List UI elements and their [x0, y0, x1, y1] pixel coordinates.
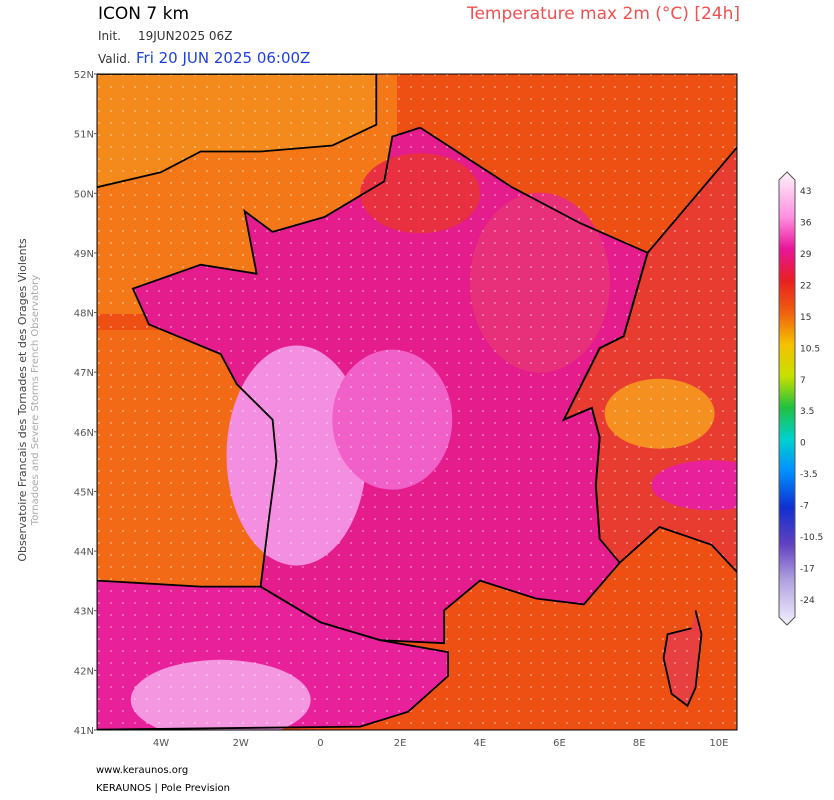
lat-label: 47N — [74, 368, 94, 379]
lon-label: 0 — [317, 738, 323, 749]
lon-label: 2W — [233, 738, 249, 749]
lon-label: 2E — [394, 738, 407, 749]
lat-label: 44N — [74, 547, 94, 558]
map-frame — [96, 73, 738, 731]
lon-label: 4W — [153, 738, 169, 749]
init-label: Init. — [98, 29, 121, 43]
colorbar-label: 36 — [800, 218, 812, 228]
lat-label: 50N — [74, 189, 94, 200]
colorbar-label: 29 — [800, 250, 812, 260]
lon-label: 8E — [633, 738, 646, 749]
init: 19JUN2025 06Z — [138, 29, 232, 43]
lat-label: 46N — [74, 428, 94, 439]
colorbar-label: -7 — [800, 502, 809, 512]
lat-label: 49N — [74, 249, 94, 260]
coastline — [662, 610, 703, 708]
valid: Fri 20 JUN 2025 06:00Z — [136, 49, 310, 67]
colorbar-label: -3.5 — [800, 470, 818, 480]
colorbar-label: -24 — [800, 596, 815, 606]
side-line1: Observatoire Francais des Tornades et de… — [16, 238, 29, 562]
colorbar-label: 7 — [800, 376, 806, 386]
footer-site: www.keraunos.org — [96, 765, 188, 776]
title: Temperature max 2m (°C) [24h] — [466, 4, 740, 24]
coastline — [561, 145, 737, 574]
lat-label: 52N — [74, 70, 94, 81]
colorbar-label: 22 — [800, 281, 811, 291]
colorbar-label: -10.5 — [800, 533, 823, 543]
colorbar-label: 3.5 — [800, 407, 814, 417]
lon-label: 10E — [709, 738, 728, 749]
colorbar — [778, 171, 796, 626]
lat-label: 45N — [74, 487, 94, 498]
colorbar-label: 15 — [800, 313, 811, 323]
side-line2: Tornadoes and Severe Storms French Obser… — [30, 275, 41, 526]
lon-label: 6E — [553, 738, 566, 749]
lon-label: 4E — [473, 738, 486, 749]
lat-label: 43N — [74, 607, 94, 618]
lat-label: 48N — [74, 309, 94, 320]
map — [97, 74, 737, 730]
colorbar-label: 43 — [800, 187, 811, 197]
coastline — [97, 74, 378, 189]
grid-dots — [97, 74, 737, 730]
coastline — [97, 579, 449, 730]
colorbar-label: 10.5 — [800, 344, 820, 354]
colorbar-label: 0 — [800, 439, 806, 449]
footer-brand: KERAUNOS | Pole Prevision — [96, 783, 230, 794]
lat-label: 51N — [74, 130, 94, 141]
valid-label: Valid. — [98, 52, 131, 66]
lat-label: 41N — [74, 726, 94, 737]
colorbar-label: -17 — [800, 565, 815, 575]
model: ICON 7 km — [98, 4, 189, 24]
lat-label: 42N — [74, 666, 94, 677]
